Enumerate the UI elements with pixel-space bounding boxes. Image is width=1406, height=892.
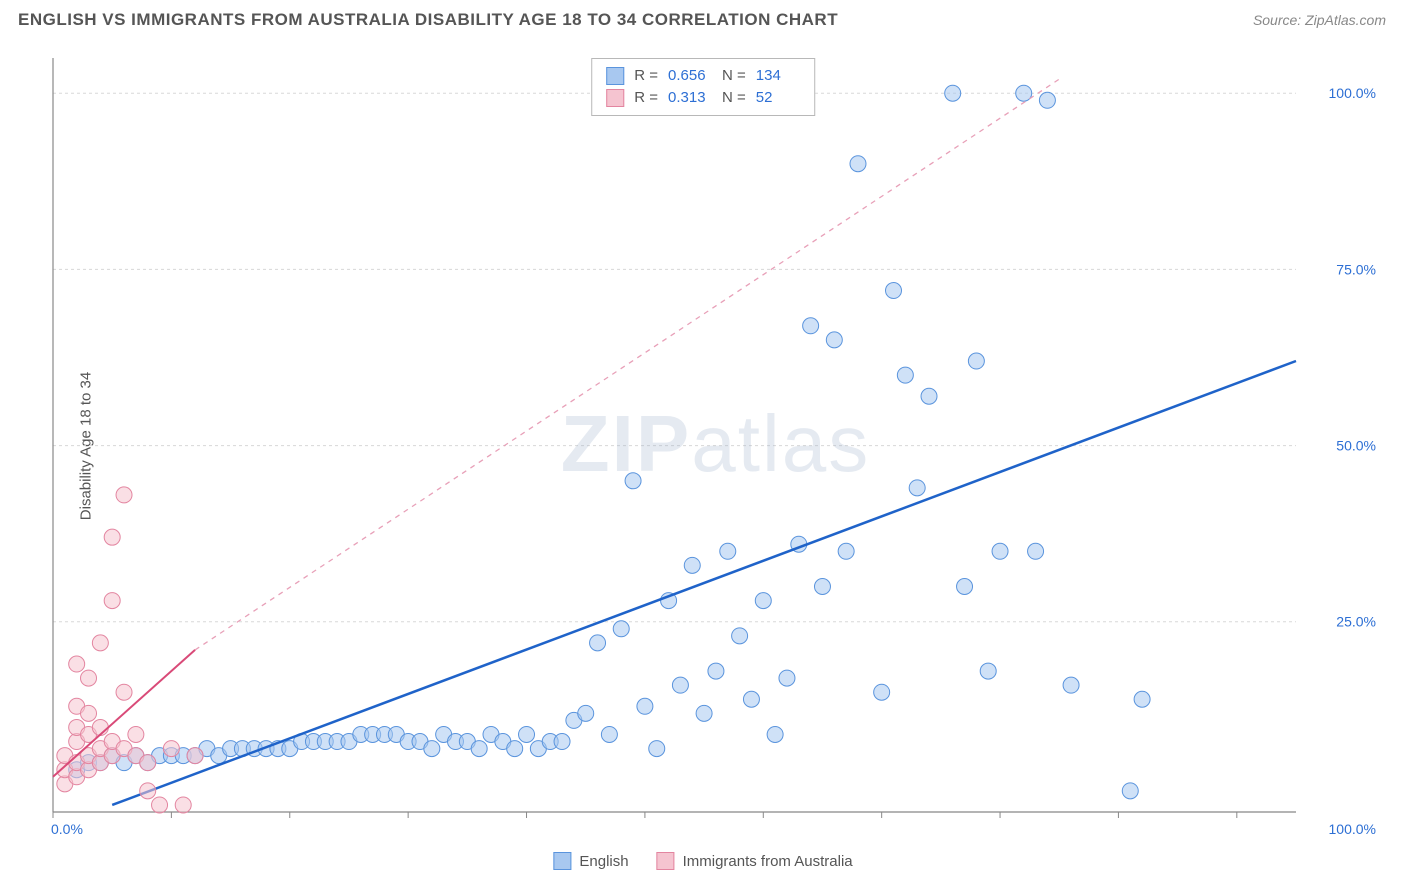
scatter-point <box>684 557 700 573</box>
scatter-point <box>471 741 487 757</box>
legend-item: Immigrants from Australia <box>657 852 853 870</box>
scatter-point <box>625 473 641 489</box>
scatter-point <box>826 332 842 348</box>
scatter-point <box>601 726 617 742</box>
scatter-point <box>649 741 665 757</box>
r-label: R = <box>634 87 658 109</box>
r-value: 0.656 <box>668 65 712 87</box>
scatter-point <box>590 635 606 651</box>
series-swatch <box>657 852 675 870</box>
scatter-point <box>1016 85 1032 101</box>
scatter-point <box>187 748 203 764</box>
y-tick-label: 50.0% <box>1336 438 1376 454</box>
series-swatch <box>606 89 624 107</box>
scatter-chart: 25.0% 50.0% 75.0% 100.0% 0.0% 100.0% <box>45 50 1386 837</box>
scatter-point <box>554 734 570 750</box>
n-label: N = <box>722 87 746 109</box>
scatter-point <box>897 367 913 383</box>
chart-title: ENGLISH VS IMMIGRANTS FROM AUSTRALIA DIS… <box>18 10 838 30</box>
n-value: 52 <box>756 87 800 109</box>
scatter-point <box>128 726 144 742</box>
scatter-point <box>803 318 819 334</box>
scatter-point <box>755 593 771 609</box>
scatter-point <box>637 698 653 714</box>
scatter-point <box>104 593 120 609</box>
stats-row: R = 0.313 N = 52 <box>606 87 800 109</box>
scatter-point <box>175 797 191 813</box>
scatter-point <box>613 621 629 637</box>
n-value: 134 <box>756 65 800 87</box>
scatter-point <box>1134 691 1150 707</box>
scatter-point <box>767 726 783 742</box>
source-label: Source: ZipAtlas.com <box>1253 12 1386 28</box>
scatter-point <box>163 741 179 757</box>
scatter-point <box>152 797 168 813</box>
scatter-point <box>814 579 830 595</box>
r-label: R = <box>634 65 658 87</box>
chart-area: 25.0%50.0%75.0%100.0%0.0%100.0% ZIPatlas <box>45 50 1386 837</box>
scatter-point <box>104 529 120 545</box>
scatter-point <box>81 670 97 686</box>
scatter-point <box>578 705 594 721</box>
scatter-point <box>69 656 85 672</box>
stats-legend-box: R = 0.656 N = 134 R = 0.313 N = 52 <box>591 58 815 116</box>
scatter-point <box>696 705 712 721</box>
x-tick-label: 0.0% <box>51 821 83 837</box>
scatter-point <box>519 726 535 742</box>
scatter-point <box>140 783 156 799</box>
scatter-point <box>81 705 97 721</box>
series-swatch <box>553 852 571 870</box>
scatter-point <box>720 543 736 559</box>
scatter-point <box>779 670 795 686</box>
y-tick-label: 25.0% <box>1336 614 1376 630</box>
n-label: N = <box>722 65 746 87</box>
scatter-point <box>909 480 925 496</box>
scatter-point <box>886 283 902 299</box>
scatter-point <box>921 388 937 404</box>
scatter-point <box>874 684 890 700</box>
legend-item: English <box>553 852 628 870</box>
series-swatch <box>606 67 624 85</box>
scatter-point <box>992 543 1008 559</box>
scatter-point <box>708 663 724 679</box>
legend-label: Immigrants from Australia <box>683 853 853 870</box>
scatter-point <box>945 85 961 101</box>
scatter-point <box>850 156 866 172</box>
scatter-point <box>424 741 440 757</box>
r-value: 0.313 <box>668 87 712 109</box>
x-tick-label: 100.0% <box>1329 821 1376 837</box>
scatter-point <box>838 543 854 559</box>
scatter-point <box>92 719 108 735</box>
scatter-point <box>672 677 688 693</box>
y-tick-label: 100.0% <box>1329 85 1376 101</box>
scatter-point <box>92 635 108 651</box>
scatter-point <box>980 663 996 679</box>
header: ENGLISH VS IMMIGRANTS FROM AUSTRALIA DIS… <box>0 0 1406 38</box>
scatter-point <box>1028 543 1044 559</box>
legend-label: English <box>579 853 628 870</box>
scatter-point <box>1063 677 1079 693</box>
scatter-point <box>957 579 973 595</box>
scatter-point <box>1122 783 1138 799</box>
bottom-legend: English Immigrants from Australia <box>553 852 852 870</box>
y-tick-label: 75.0% <box>1336 261 1376 277</box>
scatter-point <box>1039 92 1055 108</box>
scatter-point <box>116 487 132 503</box>
scatter-point <box>743 691 759 707</box>
scatter-point <box>507 741 523 757</box>
scatter-point <box>140 755 156 771</box>
scatter-point <box>732 628 748 644</box>
scatter-point <box>116 684 132 700</box>
scatter-point <box>968 353 984 369</box>
stats-row: R = 0.656 N = 134 <box>606 65 800 87</box>
